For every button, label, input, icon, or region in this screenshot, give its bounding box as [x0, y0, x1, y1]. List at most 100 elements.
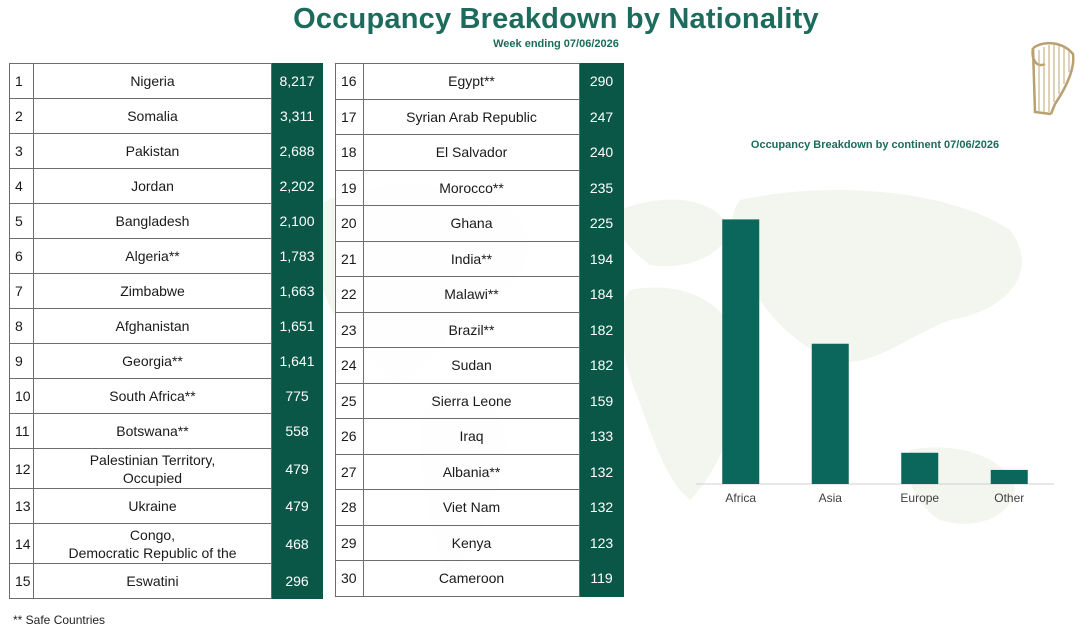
value-cell: 119 — [579, 560, 624, 597]
value-cell: 133 — [579, 418, 624, 455]
country-cell: Georgia** — [33, 343, 272, 379]
country-cell: Albania** — [363, 453, 580, 490]
rank-cell: 25 — [335, 382, 364, 419]
value-cell: 468 — [271, 523, 323, 564]
continent-bar-chart: Africa Asia Europe Other — [696, 219, 1054, 505]
rank-cell: 7 — [9, 273, 34, 309]
rank-cell: 21 — [335, 240, 364, 277]
rank-cell: 14 — [9, 523, 34, 564]
value-cell: 296 — [271, 563, 323, 599]
table-row: 6 Algeria** 1,783 — [9, 238, 323, 274]
country-cell: Afghanistan — [33, 308, 272, 344]
table-row: 25 Sierra Leone 159 — [335, 382, 624, 419]
rank-cell: 1 — [9, 63, 34, 99]
table-row: 30 Cameroon 119 — [335, 560, 624, 597]
country-cell: Congo, Democratic Republic of the — [33, 523, 272, 564]
table-row: 2 Somalia 3,311 — [9, 98, 323, 134]
country-cell: Nigeria — [33, 63, 272, 99]
table-row: 17 Syrian Arab Republic 247 — [335, 98, 624, 135]
rank-cell: 12 — [9, 448, 34, 489]
rank-cell: 17 — [335, 98, 364, 135]
table-row: 26 Iraq 133 — [335, 418, 624, 455]
chart-title: Occupancy Breakdown by continent 07/06/2… — [750, 139, 1000, 151]
rank-cell: 30 — [335, 560, 364, 597]
country-cell: Eswatini — [33, 563, 272, 599]
value-cell: 2,100 — [271, 203, 323, 239]
value-cell: 182 — [579, 311, 624, 348]
country-cell: Jordan — [33, 168, 272, 204]
country-cell: Somalia — [33, 98, 272, 134]
bar-asia — [811, 343, 849, 484]
value-cell: 2,688 — [271, 133, 323, 169]
table-row: 21 India** 194 — [335, 240, 624, 277]
country-cell: Brazil** — [363, 311, 580, 348]
country-cell: Cameroon — [363, 560, 580, 597]
footnote: ** Safe Countries — [13, 613, 106, 627]
country-cell: Zimbabwe — [33, 273, 272, 309]
table-row: 4 Jordan 2,202 — [9, 168, 323, 204]
table-row: 18 El Salvador 240 — [335, 134, 624, 171]
table-row: 20 Ghana 225 — [335, 205, 624, 242]
value-cell: 194 — [579, 240, 624, 277]
rank-cell: 9 — [9, 343, 34, 379]
rank-cell: 4 — [9, 168, 34, 204]
rank-cell: 28 — [335, 489, 364, 526]
table-row: 22 Malawi** 184 — [335, 276, 624, 313]
table-row: 3 Pakistan 2,688 — [9, 133, 323, 169]
country-cell: Sudan — [363, 347, 580, 384]
rank-cell: 15 — [9, 563, 34, 599]
bar-africa — [722, 219, 760, 484]
rank-cell: 13 — [9, 488, 34, 524]
country-cell: Bangladesh — [33, 203, 272, 239]
value-cell: 2,202 — [271, 168, 323, 204]
value-cell: 479 — [271, 448, 323, 489]
country-cell: Malawi** — [363, 276, 580, 313]
page-title: Occupancy Breakdown by Nationality — [293, 3, 819, 35]
value-cell: 775 — [271, 378, 323, 414]
table-row: 12 Palestinian Territory, Occupied 479 — [9, 448, 323, 489]
table-row: 27 Albania** 132 — [335, 453, 624, 490]
value-cell: 3,311 — [271, 98, 323, 134]
country-cell: Ghana — [363, 205, 580, 242]
table-row: 1 Nigeria 8,217 — [9, 63, 323, 99]
country-cell: Iraq — [363, 418, 580, 455]
value-cell: 235 — [579, 169, 624, 206]
harp-icon — [1031, 41, 1075, 116]
value-cell: 8,217 — [271, 63, 323, 99]
table-row: 19 Morocco** 235 — [335, 169, 624, 206]
country-cell: Kenya — [363, 524, 580, 561]
table-row: 14 Congo, Democratic Republic of the 468 — [9, 523, 323, 564]
rank-cell: 19 — [335, 169, 364, 206]
rank-cell: 20 — [335, 205, 364, 242]
value-cell: 290 — [579, 63, 624, 100]
x-tick-label: Other — [994, 491, 1024, 505]
country-cell: Sierra Leone — [363, 382, 580, 419]
rank-cell: 11 — [9, 413, 34, 449]
rank-cell: 26 — [335, 418, 364, 455]
x-tick-label: Asia — [819, 491, 843, 505]
x-tick-label: Europe — [900, 491, 939, 505]
country-cell: South Africa** — [33, 378, 272, 414]
rank-cell: 23 — [335, 311, 364, 348]
value-cell: 479 — [271, 488, 323, 524]
country-cell: Palestinian Territory, Occupied — [33, 448, 272, 489]
value-cell: 1,663 — [271, 273, 323, 309]
value-cell: 1,651 — [271, 308, 323, 344]
nationality-table-left: 1 Nigeria 8,217 2 Somalia 3,311 3 Pakistan 2,688… — [9, 63, 323, 599]
rank-cell: 22 — [335, 276, 364, 313]
rank-cell: 3 — [9, 133, 34, 169]
table-row: 28 Viet Nam 132 — [335, 489, 624, 526]
table-row: 11 Botswana** 558 — [9, 413, 323, 449]
table-row: 8 Afghanistan 1,651 — [9, 308, 323, 344]
page-subtitle: Week ending 07/06/2026 — [493, 38, 619, 50]
value-cell: 240 — [579, 134, 624, 171]
table-row: 5 Bangladesh 2,100 — [9, 203, 323, 239]
country-cell: Morocco** — [363, 169, 580, 206]
table-row: 13 Ukraine 479 — [9, 488, 323, 524]
country-cell: India** — [363, 240, 580, 277]
value-cell: 247 — [579, 98, 624, 135]
rank-cell: 24 — [335, 347, 364, 384]
value-cell: 1,641 — [271, 343, 323, 379]
nationality-table-right: 16 Egypt** 290 17 Syrian Arab Republic 247 18 E… — [335, 63, 624, 597]
value-cell: 182 — [579, 347, 624, 384]
